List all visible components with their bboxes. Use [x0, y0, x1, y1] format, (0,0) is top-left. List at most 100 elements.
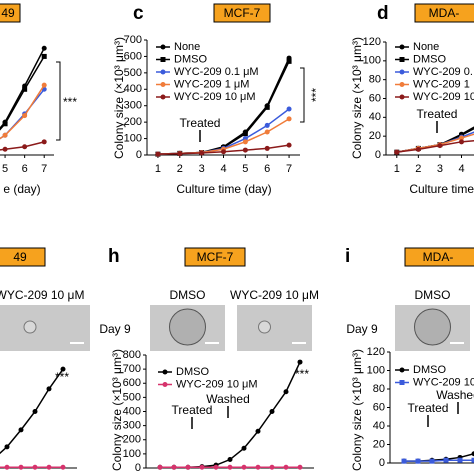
- y-tick-label: 300: [124, 100, 142, 112]
- y-tick-label: 400: [124, 83, 142, 95]
- y-tick-label: 0: [136, 149, 142, 161]
- marker: [162, 382, 168, 387]
- marker: [41, 139, 47, 145]
- marker: [471, 457, 474, 463]
- marker: [46, 464, 52, 470]
- marker: [415, 458, 421, 464]
- badge-box: [184, 247, 246, 267]
- y-tick-label: 500: [124, 67, 142, 79]
- annotation: Washed: [206, 392, 250, 406]
- x-tick-label: 1: [394, 163, 400, 175]
- x-tick-label: 1: [155, 163, 161, 175]
- marker: [242, 131, 248, 137]
- x-tick-label: 4: [220, 163, 226, 175]
- marker: [177, 151, 183, 157]
- y-tick-label: 80: [369, 74, 381, 86]
- x-tick-label: 4: [458, 163, 464, 175]
- image-label: DMSO: [170, 288, 206, 302]
- x-axis-label: Culture time (day): [176, 182, 271, 196]
- y-tick-label: 20: [373, 438, 385, 450]
- panel: 49 5 6 7e (day) ***: [0, 3, 77, 196]
- y-axis-label: Colony size (×10³ μm³): [112, 37, 126, 159]
- marker: [185, 464, 191, 470]
- y-tick-label: 500: [123, 391, 141, 403]
- marker: [241, 464, 247, 470]
- marker: [459, 139, 464, 145]
- legend-label: DMSO: [413, 53, 446, 65]
- marker: [283, 464, 289, 470]
- marker: [394, 149, 400, 155]
- marker: [4, 444, 10, 450]
- badge-text: MCF-7: [197, 250, 234, 264]
- legend-label: None: [174, 41, 200, 53]
- legend-label: WYC-209 0.1 μM: [174, 66, 259, 78]
- y-tick-label: 100: [363, 55, 381, 67]
- y-tick-label: 100: [367, 364, 385, 376]
- y-axis-label: Colony size (×10³ μm³): [350, 349, 364, 471]
- y-tick-label: 800: [123, 349, 141, 361]
- x-axis-label: e (day): [3, 182, 40, 196]
- marker: [286, 58, 292, 64]
- marker: [221, 149, 226, 155]
- y-tick-label: 700: [124, 34, 142, 46]
- cell: [169, 308, 206, 346]
- badge-box: [404, 247, 474, 267]
- annotation: Treated: [417, 107, 458, 121]
- x-tick-label: 3: [199, 163, 205, 175]
- marker: [199, 150, 205, 156]
- y-tick-label: 60: [369, 92, 381, 104]
- y-tick-label: 200: [123, 434, 141, 446]
- annotation: Treated: [172, 403, 213, 417]
- y-axis-label: Colony size (×10³ μm³): [110, 349, 124, 471]
- image-label: WYC-209 10 μM: [230, 288, 319, 302]
- y-tick-label: 40: [369, 111, 381, 123]
- y-tick-label: 200: [124, 116, 142, 128]
- marker: [399, 44, 405, 50]
- marker: [213, 464, 219, 470]
- legend-label: None: [413, 41, 439, 53]
- cell: [414, 308, 451, 346]
- marker: [22, 144, 28, 150]
- x-tick-label: 5: [242, 163, 248, 175]
- legend-label: DMSO: [413, 364, 446, 376]
- marker: [457, 457, 463, 463]
- y-tick-label: 400: [123, 405, 141, 417]
- marker: [264, 145, 270, 151]
- series-line: [404, 459, 474, 462]
- badge-text: 49: [1, 6, 15, 20]
- x-tick-label: 7: [286, 163, 292, 175]
- micrograph: [0, 305, 90, 351]
- badge-box: [0, 247, 46, 267]
- marker: [160, 44, 166, 50]
- x-tick-label: 7: [41, 163, 47, 175]
- annotation: Washed: [436, 388, 474, 402]
- legend-label: WYC-209 10: [413, 91, 474, 103]
- y-tick-label: 0: [379, 457, 385, 469]
- y-tick-label: 700: [123, 363, 141, 375]
- y-tick-label: 80: [373, 383, 385, 395]
- marker: [437, 143, 443, 149]
- marker: [4, 464, 10, 470]
- badge-text: MDA-: [423, 250, 454, 264]
- marker: [18, 464, 24, 470]
- marker: [41, 53, 47, 59]
- cell: [23, 320, 37, 334]
- image-label: WYC-209 10 μM: [0, 288, 84, 302]
- annotation: Treated: [180, 116, 221, 130]
- marker: [415, 146, 421, 152]
- row-label: Day 9: [346, 322, 378, 336]
- marker: [160, 82, 166, 87]
- panel-label: h: [108, 246, 120, 267]
- marker: [60, 366, 66, 372]
- marker: [242, 147, 248, 153]
- marker: [199, 464, 205, 470]
- row-label: Day 9: [99, 322, 131, 336]
- image-label: DMSO: [415, 288, 451, 302]
- panel: c MCF-7 1 2 3 4 5 6 7 0 100 200 300 400 500 600 700 Cultu…: [112, 3, 323, 196]
- marker: [264, 129, 270, 135]
- marker: [286, 106, 292, 112]
- badge-box: [414, 3, 474, 23]
